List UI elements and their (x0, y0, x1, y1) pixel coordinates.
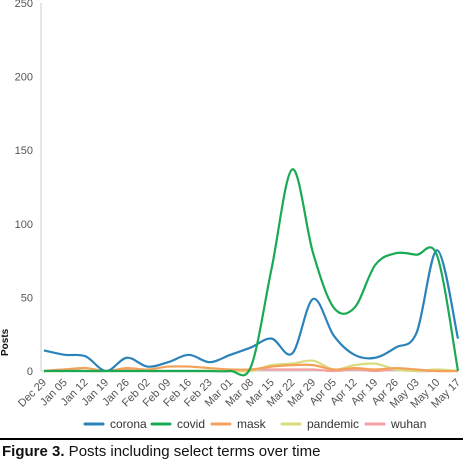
legend-label-covid: covid (177, 417, 205, 431)
y-tick-label: 50 (21, 292, 33, 304)
caption-text: Posts including select terms over time (64, 443, 321, 460)
caption-label: Figure 3. (2, 443, 65, 460)
series-lines (43, 168, 460, 377)
legend-label-wuhan: wuhan (390, 417, 426, 431)
y-axis-title: Posts (0, 328, 11, 356)
legend-label-mask: mask (237, 417, 267, 431)
y-tick-label: 100 (15, 219, 33, 231)
y-tick-label: 0 (27, 366, 33, 378)
y-tick-labels: 0 50 100 150 200 250 (15, 0, 33, 378)
series-line-covid (43, 168, 460, 377)
y-tick-label: 200 (15, 72, 33, 84)
legend-label-corona: corona (110, 417, 147, 431)
legend-label-pandemic: pandemic (307, 417, 359, 431)
y-tick-label: 150 (15, 145, 33, 157)
figure-caption: Figure 3. Posts including select terms o… (2, 443, 320, 460)
caption-rule (0, 438, 463, 440)
legend: corona covid mask pandemic wuhan (83, 417, 426, 431)
y-tick-label: 250 (15, 0, 33, 10)
series-line-corona (43, 249, 460, 373)
